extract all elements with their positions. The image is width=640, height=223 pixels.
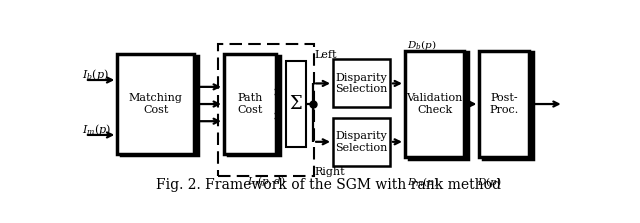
Bar (218, 44, 314, 176)
Bar (333, 118, 390, 166)
Text: Fig. 2. Framework of the SGM with rank method: Fig. 2. Framework of the SGM with rank m… (156, 178, 500, 192)
Text: Validation
Check: Validation Check (406, 93, 463, 115)
Bar (121, 56, 198, 155)
Text: Path
Cost: Path Cost (237, 93, 262, 115)
Text: $I_b(p)$: $I_b(p)$ (83, 67, 109, 82)
Text: $L_r(p,d)$: $L_r(p,d)$ (246, 174, 285, 188)
Text: Σ: Σ (289, 95, 302, 113)
Bar (286, 61, 306, 147)
Bar (479, 51, 529, 157)
Text: $D(p)$: $D(p)$ (477, 175, 501, 189)
Bar (409, 52, 468, 159)
Text: $D_m(p)$: $D_m(p)$ (408, 175, 439, 189)
Text: $D_b(p)$: $D_b(p)$ (408, 38, 436, 52)
Text: $I_m(p)$: $I_m(p)$ (83, 122, 112, 137)
Bar (405, 51, 465, 157)
Text: Disparity
Selection: Disparity Selection (335, 73, 388, 94)
Bar (224, 54, 276, 154)
Text: Right: Right (314, 167, 345, 177)
Text: Matching
Cost: Matching Cost (129, 93, 182, 115)
Bar (228, 56, 280, 155)
Bar (483, 52, 533, 159)
Text: Left: Left (314, 50, 337, 60)
Text: Post-
Proc.: Post- Proc. (490, 93, 518, 115)
Text: Disparity
Selection: Disparity Selection (335, 131, 388, 153)
Bar (117, 54, 194, 154)
Bar (333, 59, 390, 107)
